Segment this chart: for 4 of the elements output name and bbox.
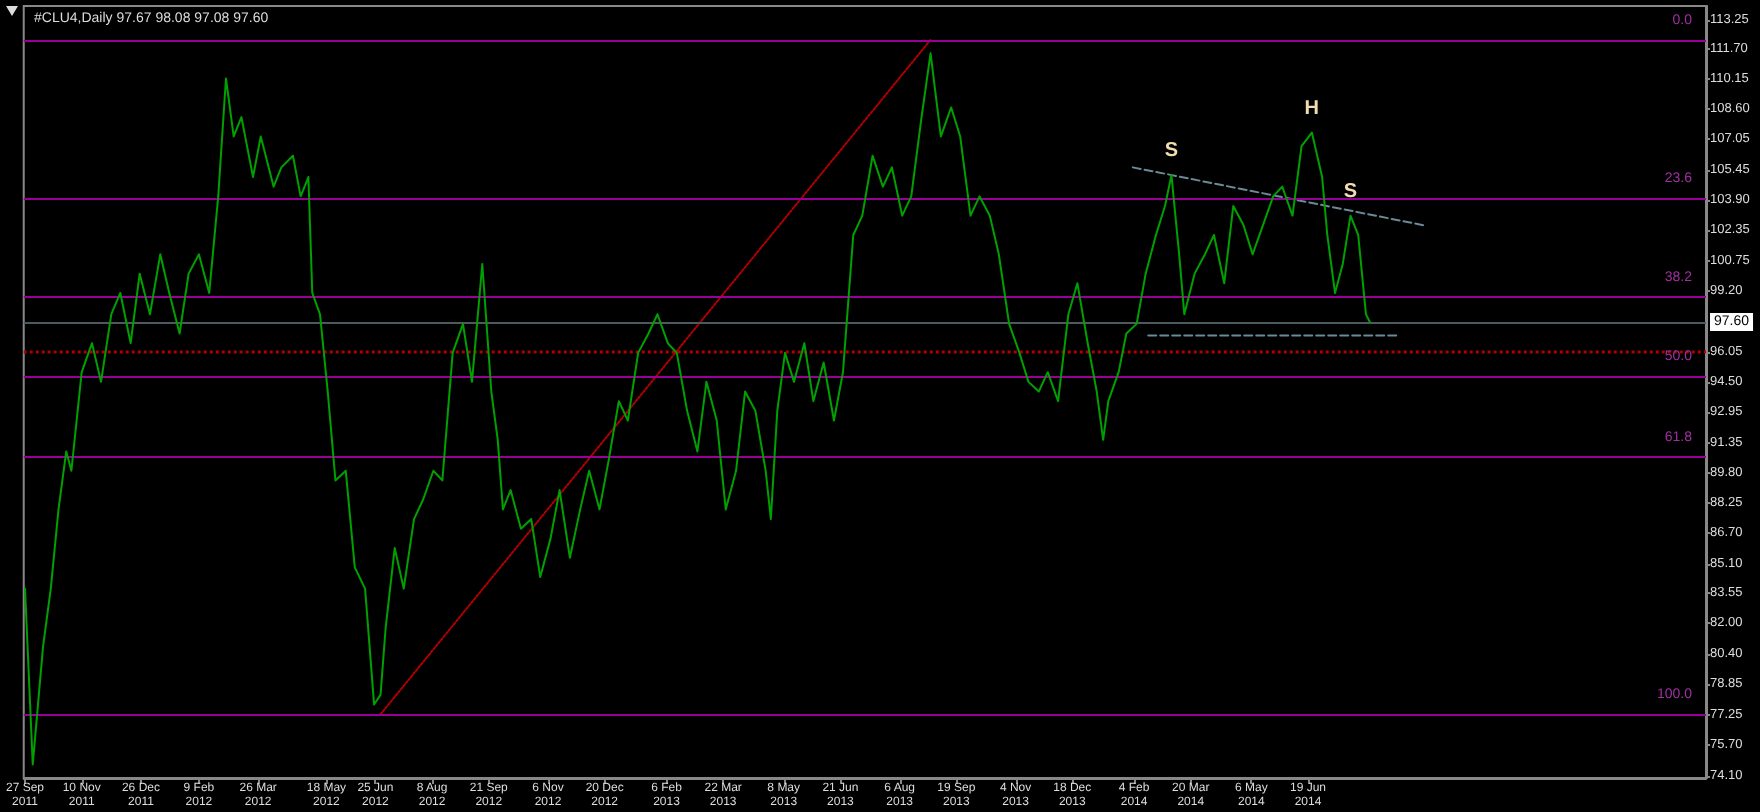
line-series	[24, 52, 1371, 766]
annotation: S	[1343, 180, 1358, 203]
annotation: S	[1164, 140, 1179, 163]
annotation: H	[1304, 97, 1320, 120]
